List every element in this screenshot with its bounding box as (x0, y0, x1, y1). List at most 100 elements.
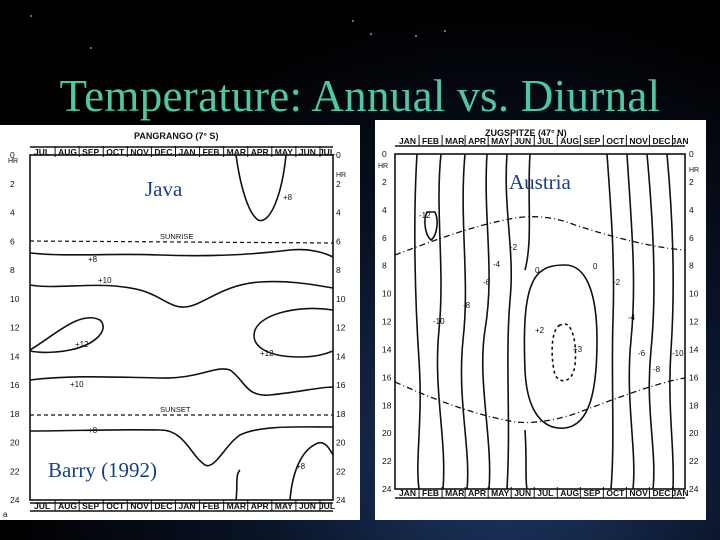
isotherm-label: -6 (638, 349, 646, 358)
zugspitze-station-title: ZUGSPITZE (47° N) (485, 128, 567, 138)
hour-tick-label: 6 (10, 236, 15, 246)
month-label: FEB (422, 136, 439, 146)
sunrise-label: SUNRISE (160, 232, 193, 241)
month-label: JAN (178, 147, 195, 157)
month-label: AUG (560, 488, 579, 498)
hour-tick-label: 24 (382, 484, 392, 494)
month-label: FEB (203, 147, 220, 157)
hr-axis-label: HR (8, 158, 18, 165)
isotherm-line (646, 153, 655, 490)
sunrise-line (394, 216, 686, 256)
isotherm-label: +12 (75, 340, 89, 349)
month-label: JUN (299, 501, 316, 511)
isotherm-line (626, 153, 635, 490)
isotherm-label: -8 (463, 301, 471, 310)
hour-tick-label: 14 (382, 344, 392, 354)
hour-tick-label: 4 (382, 205, 387, 215)
hr-axis-label: HR (378, 163, 388, 170)
month-label: APR (251, 501, 269, 511)
month-label: MAR (445, 488, 464, 498)
month-label: MAY (275, 501, 293, 511)
hour-tick-label: 14 (689, 344, 699, 354)
month-label: APR (468, 136, 486, 146)
hour-tick-label: 20 (10, 438, 20, 448)
isotherm-line (29, 317, 104, 354)
hour-tick-label: 2 (336, 179, 341, 189)
hour-tick-label: 2 (10, 179, 15, 189)
hour-tick-label: 12 (336, 323, 346, 333)
citation-label: Barry (1992) (48, 458, 158, 482)
month-label: JUN (514, 488, 531, 498)
isotherm-label: +8 (88, 255, 98, 264)
hour-tick-label: 12 (382, 317, 392, 327)
isotherm-line (460, 153, 469, 490)
hour-tick-label: 12 (689, 317, 699, 327)
month-label: MAY (491, 136, 509, 146)
hour-tick-label: 16 (689, 372, 699, 382)
month-label: SEP (583, 136, 600, 146)
isotherm-label: -2 (510, 243, 518, 252)
month-label: OCT (606, 136, 625, 146)
isotherm-label: +8 (88, 426, 98, 435)
isotherm-line (235, 469, 241, 501)
hour-tick-label: 20 (689, 428, 699, 438)
hour-tick-label: 24 (689, 484, 699, 494)
hr-axis-label: HR (689, 167, 699, 174)
hour-tick-label: 16 (336, 380, 346, 390)
hour-tick-label: 8 (382, 261, 387, 271)
hour-tick-label: 8 (336, 265, 341, 275)
isotherm-label: +8 (283, 193, 293, 202)
month-label: JUN (514, 136, 531, 146)
isotherm-line (436, 153, 445, 490)
isotherm-label: +2 (535, 326, 545, 335)
isotherm-label: -4 (628, 313, 636, 322)
month-label: SEP (82, 147, 99, 157)
month-label: DEC (154, 501, 172, 511)
hour-tick-label: 0 (336, 150, 341, 160)
month-label: DEC (154, 147, 172, 157)
isotherm-line (524, 153, 531, 490)
month-label: JUL (537, 488, 553, 498)
month-label: OCT (606, 488, 625, 498)
month-label: JAN (399, 136, 416, 146)
isotherm-line (29, 248, 334, 258)
month-label: AUG (560, 136, 579, 146)
hour-tick-label: 10 (10, 294, 20, 304)
month-label: APR (251, 147, 269, 157)
hour-tick-label: 10 (689, 289, 699, 299)
hour-tick-label: 4 (689, 205, 694, 215)
hour-tick-label: 10 (336, 294, 346, 304)
pangrango-chart-panel: JUL AUG SEP OCT NOV DEC JAN FEB MAR APR MAY JUN JUL … (0, 125, 360, 520)
month-label: JUL (34, 501, 50, 511)
month-label: JUL (319, 147, 335, 157)
isotherm-line (253, 307, 334, 358)
isotherm-line (29, 280, 334, 308)
hour-tick-label: 8 (689, 261, 694, 271)
austria-label: Austria (509, 170, 571, 194)
hour-tick-label: 20 (336, 438, 346, 448)
hour-tick-label: 6 (689, 233, 694, 243)
hour-tick-label: 14 (10, 351, 20, 361)
isotherm-label: -10 (672, 349, 684, 358)
isotherm-line (424, 211, 438, 241)
hour-tick-label: 18 (689, 400, 699, 410)
panel-sublabel: a (3, 510, 8, 519)
hour-tick-label: 14 (336, 351, 346, 361)
isotherm-label: +12 (260, 349, 274, 358)
isotherm-line (414, 153, 421, 490)
hour-tick-label: 22 (336, 466, 346, 476)
hour-tick-label: 0 (10, 150, 15, 160)
month-label: OCT (106, 147, 125, 157)
month-label: MAR (445, 136, 464, 146)
chart-frame (29, 154, 334, 501)
isotherm-label: +8 (296, 462, 306, 471)
zugspitze-chart-panel: JAN FEB MAR APR MAY JUN JUL AUG SEP OCT NOV DEC JAN … (375, 120, 706, 520)
hour-tick-label: 24 (336, 495, 346, 505)
star-dot (90, 47, 92, 49)
isotherm-line (289, 441, 334, 501)
month-label: OCT (106, 501, 125, 511)
isotherm-label: -6 (483, 278, 491, 287)
month-label: NOV (629, 488, 648, 498)
hour-tick-label: 22 (10, 466, 20, 476)
month-label: JUL (34, 147, 50, 157)
